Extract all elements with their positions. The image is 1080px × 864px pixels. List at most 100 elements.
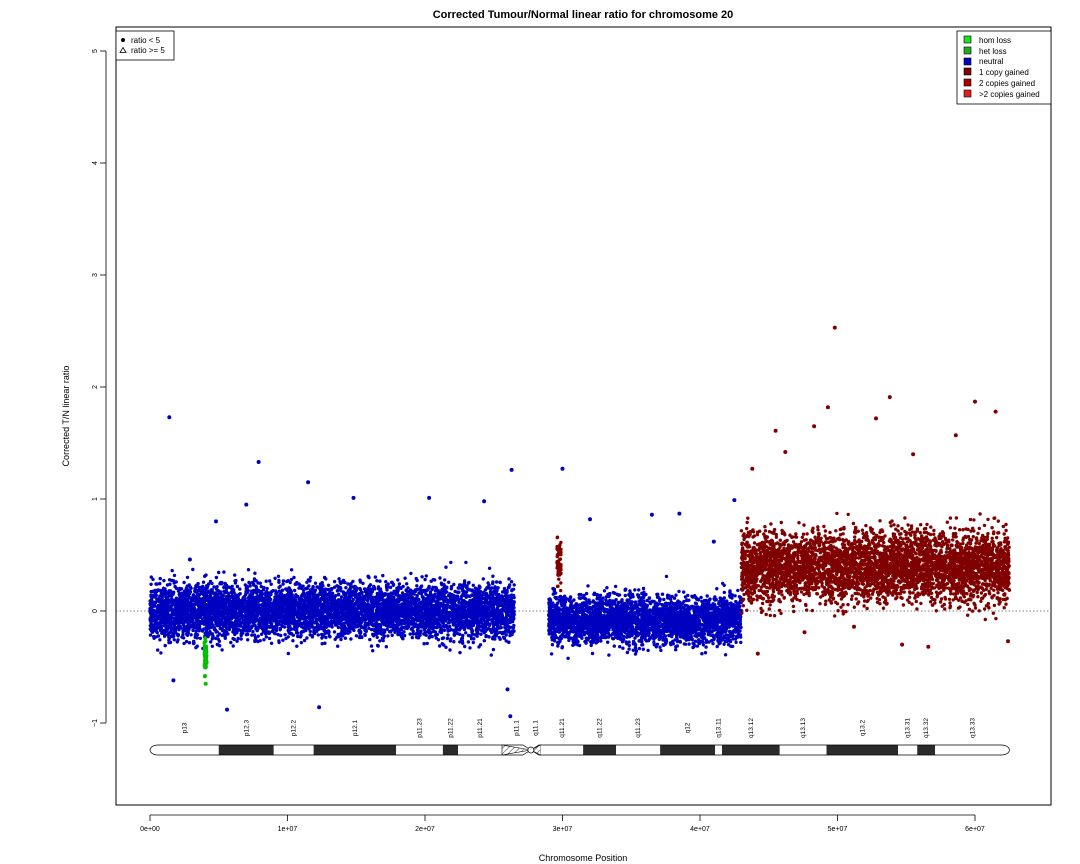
data-point bbox=[163, 587, 167, 591]
data-point bbox=[431, 629, 436, 634]
data-point bbox=[315, 585, 319, 589]
data-point bbox=[284, 587, 288, 591]
data-point bbox=[508, 633, 512, 638]
data-point bbox=[483, 592, 487, 597]
data-point bbox=[393, 630, 397, 634]
data-point bbox=[482, 639, 486, 643]
data-point bbox=[298, 601, 302, 605]
data-point bbox=[218, 644, 222, 648]
data-point bbox=[277, 580, 281, 584]
data-point bbox=[381, 573, 385, 578]
data-point bbox=[162, 601, 167, 606]
data-point bbox=[172, 573, 177, 578]
x-axis: 0e+00 1e+07 2e+07 3e+07 4e+07 5e+07 6e+07 bbox=[140, 814, 985, 833]
data-point bbox=[213, 618, 218, 622]
data-point bbox=[454, 631, 458, 635]
data-point bbox=[475, 608, 479, 612]
data-point bbox=[417, 629, 421, 633]
data-point bbox=[494, 580, 499, 584]
data-point bbox=[507, 625, 511, 629]
data-point bbox=[406, 593, 410, 597]
data-point bbox=[378, 579, 382, 583]
data-point bbox=[439, 630, 444, 635]
x-tick-label: 0e+00 bbox=[140, 826, 160, 833]
data-point bbox=[452, 582, 456, 587]
data-point bbox=[193, 596, 197, 600]
data-point bbox=[449, 560, 453, 565]
data-point bbox=[170, 591, 174, 595]
data-point bbox=[264, 635, 268, 639]
data-point bbox=[153, 595, 157, 599]
data-point bbox=[447, 580, 451, 584]
data-point bbox=[464, 560, 468, 565]
data-point bbox=[461, 633, 465, 638]
data-point bbox=[415, 632, 419, 636]
data-point bbox=[273, 631, 277, 636]
data-point bbox=[354, 634, 359, 638]
data-point bbox=[266, 631, 271, 635]
data-point bbox=[235, 639, 239, 643]
data-point bbox=[293, 588, 297, 593]
data-point bbox=[340, 613, 345, 617]
data-point bbox=[280, 588, 285, 592]
data-point bbox=[253, 571, 257, 575]
data-point bbox=[278, 628, 282, 632]
data-point bbox=[217, 617, 221, 621]
data-point bbox=[297, 596, 301, 601]
data-point bbox=[337, 577, 341, 581]
data-point bbox=[290, 593, 294, 597]
data-point bbox=[441, 636, 446, 640]
data-point bbox=[245, 610, 249, 614]
data-point bbox=[402, 633, 407, 638]
data-point bbox=[173, 628, 178, 632]
data-point bbox=[479, 632, 483, 636]
data-point bbox=[314, 617, 318, 621]
data-point bbox=[375, 635, 379, 639]
data-point bbox=[267, 636, 272, 641]
data-point bbox=[191, 641, 196, 646]
y-tick-label: −1 bbox=[92, 719, 99, 727]
data-point bbox=[478, 589, 483, 594]
data-point bbox=[249, 589, 253, 593]
data-point bbox=[160, 599, 165, 603]
plot-frame bbox=[115, 26, 1052, 806]
data-point bbox=[438, 576, 442, 580]
data-point bbox=[291, 633, 295, 637]
y-tick-label: 0 bbox=[92, 609, 99, 613]
data-point bbox=[475, 634, 479, 638]
data-point bbox=[410, 626, 415, 630]
data-point bbox=[509, 618, 513, 622]
data-point bbox=[335, 584, 339, 588]
data-point bbox=[486, 581, 490, 585]
data-point bbox=[510, 588, 514, 592]
data-point bbox=[246, 568, 251, 572]
data-point bbox=[278, 615, 282, 620]
data-point bbox=[281, 582, 285, 586]
data-point bbox=[343, 636, 348, 640]
data-point bbox=[368, 583, 373, 587]
data-point bbox=[483, 600, 488, 605]
data-point bbox=[422, 628, 427, 632]
data-point bbox=[299, 640, 304, 645]
data-point bbox=[370, 595, 375, 599]
data-point bbox=[297, 586, 301, 590]
data-point bbox=[287, 590, 291, 595]
data-point bbox=[475, 611, 479, 615]
data-point bbox=[498, 580, 502, 585]
data-point bbox=[405, 582, 409, 586]
data-point bbox=[286, 579, 290, 583]
data-point bbox=[181, 632, 185, 637]
data-point bbox=[376, 644, 380, 648]
data-point bbox=[248, 584, 252, 588]
data-point bbox=[330, 594, 334, 598]
data-point bbox=[198, 585, 203, 590]
data-point bbox=[209, 640, 213, 644]
data-point bbox=[351, 597, 355, 602]
data-point bbox=[280, 594, 285, 599]
data-point bbox=[415, 596, 419, 600]
data-point bbox=[332, 630, 337, 634]
y-tick-label: 5 bbox=[92, 49, 99, 53]
data-point bbox=[396, 594, 400, 598]
data-point bbox=[405, 589, 410, 594]
